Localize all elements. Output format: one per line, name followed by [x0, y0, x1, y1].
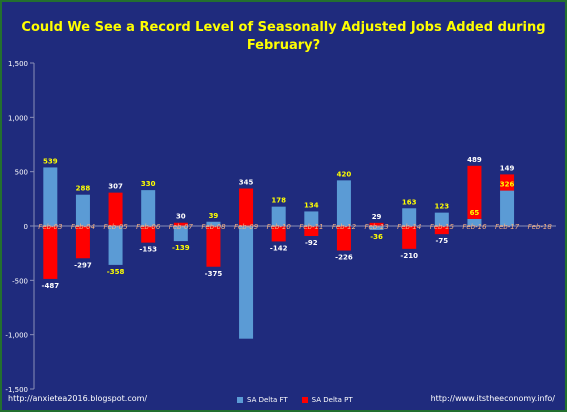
y-tick-label: 1,500 [8, 60, 28, 68]
data-label-pt: -487 [42, 282, 60, 290]
category-label: Feb-17 [495, 223, 520, 231]
data-label-ft: 330 [141, 180, 156, 188]
category-label: Feb-12 [332, 223, 357, 231]
bar-pt [43, 226, 58, 279]
data-label-ft: 288 [76, 185, 91, 193]
category-label: Feb-05 [103, 223, 128, 231]
data-label-pt: -375 [205, 270, 223, 278]
data-label-pt: 345 [239, 179, 254, 187]
category-label: Feb-08 [201, 223, 226, 231]
y-tick-label: -1,500 [5, 386, 28, 394]
bar-ft [239, 226, 254, 339]
chart-title-line-1: Could We See a Record Level of Seasonall… [21, 20, 546, 35]
data-label-ft: 163 [402, 198, 417, 206]
category-label: Feb-16 [462, 223, 487, 231]
data-label-pt: 30 [176, 213, 186, 221]
legend-swatch-ft [237, 397, 243, 403]
data-label-ft: -36 [370, 233, 383, 241]
data-label-ft: -358 [107, 268, 125, 276]
bar-pt [336, 226, 351, 251]
chart-legend: SA Delta FT SA Delta PT [237, 394, 353, 406]
bar-ft [206, 221, 221, 226]
bar-pt [369, 222, 384, 226]
data-label-pt: -92 [305, 239, 318, 247]
bar-ft [369, 226, 384, 230]
data-label-pt: 149 [500, 164, 515, 172]
data-label-ft: 123 [435, 203, 450, 211]
bar-pt [75, 226, 90, 259]
category-label: Feb-07 [169, 223, 194, 231]
chart-title-line-2: February? [246, 38, 321, 53]
data-label-ft: 539 [43, 157, 58, 165]
category-label: Feb-15 [430, 223, 455, 231]
category-label: Feb-11 [299, 223, 323, 231]
data-label-ft: 326 [500, 181, 515, 189]
y-tick-label: -500 [12, 277, 28, 285]
data-label-pt: -210 [400, 252, 418, 260]
footer-source-left: http://anxietea2016.blogspot.com/ [8, 394, 148, 403]
bar-ft [271, 206, 286, 226]
bar-ft [173, 226, 188, 242]
category-label: Feb-03 [38, 223, 62, 231]
y-tick-label: 1,000 [8, 114, 28, 122]
data-label-pt: 29 [372, 213, 382, 221]
category-label: Feb-04 [71, 223, 95, 231]
data-label-ft: 134 [304, 201, 319, 209]
data-label-pt: -75 [435, 237, 448, 245]
bar-ft [434, 212, 449, 226]
bar-pt [304, 226, 319, 236]
data-label-pt: -142 [270, 244, 288, 252]
bar-pt [141, 226, 156, 243]
bar-ft [467, 218, 482, 226]
data-label-pt: 489 [467, 156, 482, 164]
data-label-ft: 420 [337, 170, 352, 178]
data-label-ft: 39 [209, 212, 219, 220]
bar-ft [141, 190, 156, 226]
footer-source-right: http://www.itstheeconomy.info/ [430, 394, 555, 403]
legend-item-pt: SA Delta PT [301, 396, 353, 404]
bar-pt [402, 226, 417, 249]
data-label-pt: -297 [74, 261, 92, 269]
data-label-ft: 178 [271, 197, 286, 205]
bar-ft [500, 190, 515, 226]
category-label: Feb-06 [136, 223, 161, 231]
bar-ft [304, 211, 319, 226]
bar-pt [239, 188, 254, 226]
bar-ft [336, 180, 351, 226]
bar-pt [500, 174, 515, 191]
data-label-pt: -226 [335, 254, 353, 262]
bar-pt [173, 222, 188, 226]
category-label: Feb-09 [234, 223, 259, 231]
y-tick-label: -1,000 [5, 332, 28, 340]
data-label-pt: 307 [108, 183, 123, 191]
legend-item-ft: SA Delta FT [237, 396, 288, 404]
category-label: Feb-13 [364, 223, 388, 231]
bar-pt [271, 226, 286, 242]
category-label: Feb-14 [397, 223, 421, 231]
bar-ft [108, 226, 123, 265]
legend-label-pt: SA Delta PT [311, 396, 353, 404]
bar-pt [434, 226, 449, 235]
data-label-ft: -139 [172, 244, 190, 252]
legend-swatch-pt [301, 397, 308, 403]
data-label-pt: -153 [139, 246, 157, 254]
bar-ft [402, 208, 417, 226]
category-label: Feb-10 [267, 223, 292, 231]
bar-ft [43, 167, 58, 226]
legend-label-ft: SA Delta FT [247, 396, 288, 404]
bar-pt [108, 192, 123, 226]
y-tick-label: 500 [15, 169, 28, 177]
data-label-ft: 65 [470, 209, 480, 217]
bar-pt [467, 165, 482, 219]
category-label: Feb-18 [528, 223, 553, 231]
bar-pt [206, 226, 221, 267]
y-tick-label: 0 [24, 223, 28, 231]
bar-ft [75, 194, 90, 226]
